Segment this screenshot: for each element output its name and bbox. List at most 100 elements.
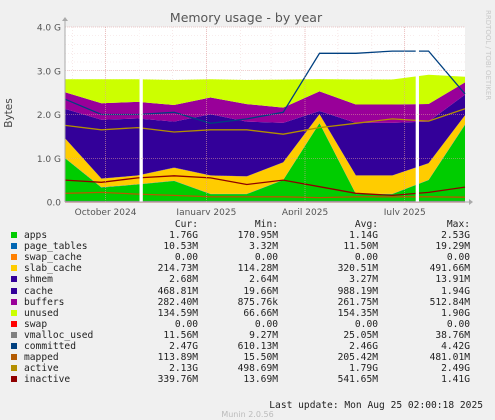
- y-tick-label: 4.0 G: [37, 24, 61, 34]
- legend-value-avg: 541.65M: [337, 374, 378, 386]
- legend-row-mapped: mapped 113.89M 15.50M 205.42M 481.01M: [0, 352, 495, 363]
- legend-value-min: 2.64M: [249, 274, 278, 286]
- legend-row-buffers: buffers 282.40M 875.76k 261.75M 512.84M: [0, 297, 495, 308]
- plot-area: 0.0 1.0 G 2.0 G 3.0 G 4.0 G October 2024 Janua…: [37, 17, 473, 215]
- x-tick-label: April 2025: [282, 208, 328, 215]
- x-tick-label: January 2025: [175, 208, 236, 215]
- legend-label: shmem: [24, 274, 53, 286]
- legend-value-max: 0.00: [446, 318, 470, 330]
- legend-value-max: 13.91M: [435, 274, 470, 286]
- legend-value-min: 15.50M: [243, 352, 278, 364]
- area-cache: [65, 94, 465, 179]
- legend-value-cur: 10.53M: [163, 241, 198, 253]
- legend-value-max: 491.66M: [429, 263, 470, 275]
- legend-value-avg: 1.79G: [349, 363, 378, 375]
- legend-swatch: [11, 232, 17, 238]
- legend-swatch: [11, 265, 17, 272]
- legend-swatch: [11, 331, 17, 338]
- y-tick-label: 1.0 G: [37, 155, 61, 165]
- y-axis-label: Bytes: [3, 98, 15, 127]
- legend-value-cur: 2.13G: [169, 363, 198, 375]
- legend-value-min: 19.66M: [243, 285, 278, 297]
- legend-label: buffers: [24, 296, 65, 308]
- legend-label: cache: [24, 285, 53, 297]
- legend-value-cur: 113.89M: [157, 352, 198, 364]
- legend-label: active: [24, 363, 59, 375]
- legend-swatch: [11, 298, 17, 305]
- legend-value-avg: 25.05M: [343, 329, 378, 341]
- legend-swatch: [11, 287, 17, 294]
- y-tick-label: 3.0 G: [37, 67, 61, 77]
- legend-value-min: 0.00: [254, 252, 278, 264]
- legend-label: vmalloc_used: [24, 329, 94, 341]
- legend-row-committed: committed 2.47G 610.13M 2.46G 4.42G: [0, 341, 495, 352]
- legend-value-avg: 154.35M: [337, 307, 378, 319]
- x-tick-label: July 2025: [383, 208, 426, 215]
- area-apps: [65, 123, 465, 202]
- legend-header-min: Min:: [254, 219, 278, 230]
- legend-label: unused: [24, 307, 59, 319]
- legend-value-cur: 2.68M: [169, 274, 198, 286]
- legend-label: apps: [24, 230, 48, 241]
- legend-value-max: 1.94G: [441, 285, 470, 297]
- legend-value-max: 481.01M: [429, 352, 470, 364]
- legend-swatch: [11, 276, 17, 283]
- legend-label: slab_cache: [24, 263, 82, 275]
- legend-value-cur: 468.81M: [157, 285, 198, 297]
- legend-value-avg: 0.00: [354, 318, 378, 330]
- legend-label: mapped: [24, 352, 59, 364]
- legend-row-active: active 2.13G 498.69M 1.79G 2.49G: [0, 363, 495, 374]
- legend-swatch: [11, 320, 17, 327]
- legend-value-avg: 1.14G: [349, 230, 378, 241]
- y-tick-label: 2.0 G: [37, 111, 61, 121]
- legend-swatch: [11, 354, 17, 361]
- line-active: [64, 108, 466, 135]
- legend-value-min: 3.32M: [249, 241, 278, 253]
- legend-swatch: [11, 243, 17, 250]
- chart-title: Memory usage - by year: [170, 10, 323, 25]
- legend-value-min: 13.69M: [243, 374, 278, 386]
- legend-value-cur: 2.47G: [169, 341, 198, 352]
- legend-label: swap_cache: [24, 252, 82, 264]
- last-update: Last update: Mon Aug 25 02:00:18 2025: [269, 400, 483, 411]
- chart-svg: Memory usage - by year Bytes RRDTOOL / T…: [3, 10, 492, 215]
- legend-value-max: 2.49G: [441, 363, 470, 375]
- legend-value-avg: 205.42M: [337, 352, 378, 364]
- legend-header-avg: Avg:: [354, 219, 378, 230]
- legend-swatch: [11, 376, 17, 383]
- legend-row-swap: swap 0.00 0.00 0.00 0.00: [0, 319, 495, 330]
- legend-value-cur: 214.73M: [157, 263, 198, 275]
- legend-value-max: 19.29M: [435, 241, 470, 253]
- legend-value-avg: 3.27M: [349, 274, 378, 286]
- legend-value-cur: 1.76G: [169, 230, 198, 241]
- legend-label: page_tables: [24, 241, 88, 253]
- line-mapped: [64, 191, 466, 199]
- area-unused: [65, 74, 465, 108]
- legend-value-min: 114.28M: [237, 263, 278, 275]
- legend-label: inactive: [24, 374, 71, 386]
- legend-label: committed: [24, 341, 76, 352]
- legend-value-avg: 11.50M: [343, 241, 378, 253]
- legend-row-slab_cache: slab_cache 214.73M 114.28M 320.51M 491.66M: [0, 263, 495, 274]
- legend-label: swap: [24, 318, 48, 330]
- legend-row-swap_cache: swap_cache 0.00 0.00 0.00 0.00: [0, 252, 495, 263]
- legend-value-max: 38.76M: [435, 329, 470, 341]
- legend-value-avg: 320.51M: [337, 263, 378, 275]
- x-tick-label: October 2024: [75, 208, 137, 215]
- legend-value-avg: 0.00: [354, 252, 378, 264]
- legend-value-min: 9.27M: [249, 329, 278, 341]
- legend-value-cur: 282.40M: [157, 296, 198, 308]
- legend-value-max: 4.42G: [441, 341, 470, 352]
- legend-value-max: 0.00: [446, 252, 470, 264]
- legend-row-apps: apps 1.76G 170.95M 1.14G 2.53G: [0, 230, 495, 241]
- legend-swatch: [11, 343, 17, 349]
- legend-swatch: [11, 309, 17, 316]
- munin-footer: Munin 2.0.56: [221, 410, 274, 419]
- legend-header-cur: Cur:: [174, 219, 198, 230]
- legend-row-unused: unused 134.59M 66.66M 154.35M 1.90G: [0, 308, 495, 319]
- rrdtool-watermark: RRDTOOL / TOBI OETIKER: [484, 10, 492, 100]
- line-inactive: [64, 175, 466, 197]
- legend-header-max: Max:: [446, 219, 470, 230]
- legend-value-min: 498.69M: [237, 363, 278, 375]
- area-slab_cache: [65, 114, 465, 194]
